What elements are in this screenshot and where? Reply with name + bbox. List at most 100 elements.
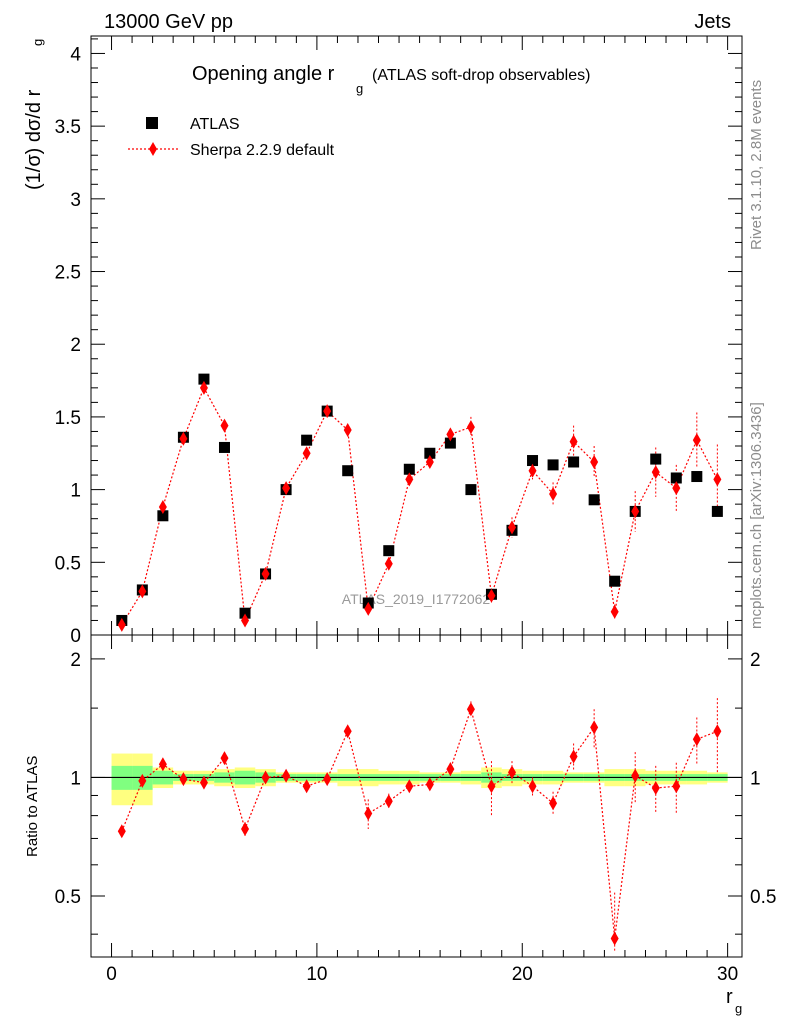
atlas-point: [547, 459, 559, 471]
sherpa-point: [425, 454, 434, 469]
main-panel: ATLAS_2019_I1772062 0 0.5 1 1.5 2 2.5 3 3.5 4 Op…: [23, 35, 743, 647]
sherpa-point: [405, 472, 414, 487]
main-plot-frame: [90, 35, 743, 636]
xtick-label: 20: [512, 964, 533, 985]
ratio-ytick-label: 2: [70, 650, 81, 671]
ratio-point: [364, 806, 373, 821]
main-ytick-label: 0.5: [55, 553, 81, 574]
sherpa-point: [610, 604, 619, 619]
process-label: Jets: [694, 11, 731, 33]
main-ytick-label: 3: [70, 190, 81, 211]
ratio-point: [487, 779, 496, 794]
main-ytick-label: 0: [70, 626, 81, 647]
atlas-point: [198, 373, 210, 385]
xlabel-subscript: g: [735, 1001, 742, 1016]
ratio-ytick-label: 1: [70, 768, 81, 789]
ratio-point: [138, 773, 147, 788]
atlas-point: [650, 453, 662, 465]
atlas-point: [670, 472, 682, 484]
main-ylabel-text: (1/σ) dσ/d r: [23, 89, 45, 190]
atlas-point: [424, 447, 436, 459]
ratio-point: [343, 724, 352, 739]
sherpa-point: [261, 566, 270, 581]
sherpa-point: [323, 404, 332, 419]
ratio-point: [323, 772, 332, 787]
sherpa-point: [138, 584, 147, 599]
ratio-point: [220, 751, 229, 766]
atlas-point: [609, 575, 621, 587]
ratio-point: [631, 768, 640, 783]
xtick-label: 0: [106, 964, 117, 985]
main-ytick-label: 2.5: [55, 263, 81, 284]
ratio-point: [590, 720, 599, 735]
ratio-ylabel: Ratio to ATLAS: [24, 756, 41, 857]
sherpa-point: [364, 601, 373, 616]
atlas-point: [157, 510, 169, 522]
analysis-watermark: ATLAS_2019_I1772062: [342, 591, 491, 607]
ratio-ytick-label-right: 1: [750, 768, 761, 789]
atlas-point: [342, 465, 354, 477]
atlas-point: [527, 455, 539, 467]
ratio-point: [261, 770, 270, 785]
sherpa-point: [158, 500, 167, 515]
sherpa-point: [528, 463, 537, 478]
atlas-point: [691, 471, 703, 483]
sherpa-point: [569, 434, 578, 449]
atlas-point: [465, 484, 477, 496]
ratio-line: [121, 707, 718, 939]
sherpa-point: [590, 454, 599, 469]
sherpa-point: [241, 613, 250, 628]
rivet-version-label: Rivet 3.1.10, 2.8M events: [748, 80, 765, 250]
xtick-label: 30: [717, 964, 738, 985]
ratio-point: [713, 724, 722, 739]
ratio-point: [199, 775, 208, 790]
plot-subtitle: (ATLAS soft-drop observables): [372, 67, 590, 84]
sherpa-point: [117, 617, 126, 632]
sherpa-point: [302, 446, 311, 461]
plot-title: Opening angle r: [192, 63, 335, 85]
main-ytick-label: 1.5: [55, 408, 81, 429]
legend-label-sherpa: Sherpa 2.2.9 default: [190, 142, 335, 159]
sherpa-point: [384, 556, 393, 571]
ratio-point: [549, 796, 558, 811]
sherpa-point: [507, 520, 516, 535]
ratio-plot-frame: [90, 634, 743, 958]
atlas-point: [568, 456, 580, 468]
plot-title-subscript: g: [356, 81, 363, 96]
atlas-point: [383, 545, 395, 557]
sherpa-point: [343, 423, 352, 438]
sherpa-point: [631, 504, 640, 519]
ratio-point: [384, 794, 393, 809]
sherpa-point: [282, 481, 291, 496]
ratio-point: [446, 762, 455, 777]
mcplots-label: mcplots.cern.ch [arXiv:1306.3436]: [748, 402, 765, 629]
ratio-point: [425, 777, 434, 792]
atlas-point: [239, 607, 251, 619]
ratio-point: [466, 702, 475, 717]
ratio-ytick-label-right: 2: [750, 650, 761, 671]
main-ytick-label: 1: [70, 481, 81, 502]
atlas-point: [301, 434, 313, 446]
main-ylabel-subscript: g: [30, 39, 45, 46]
ratio-point: [117, 824, 126, 839]
legend: ATLAS Sherpa 2.2.9 default: [128, 116, 335, 159]
sherpa-point: [692, 433, 701, 448]
ratio-ytick-label-right: 0.5: [750, 887, 776, 908]
ratio-point: [405, 779, 414, 794]
ratio-panel: 0 10 20 30 0.5 0.5 1 1 2 2 Ratio to ATLAS: [24, 634, 776, 985]
main-ytick-label: 3.5: [55, 117, 81, 138]
collision-label: 13000 GeV pp: [104, 11, 233, 33]
main-ytick-label: 4: [70, 44, 81, 65]
atlas-point: [588, 494, 600, 506]
ratio-point: [528, 779, 537, 794]
ratio-point: [179, 772, 188, 787]
sherpa-point: [199, 380, 208, 395]
xtick-label: 10: [306, 964, 327, 985]
atlas-point: [444, 437, 456, 449]
atlas-point: [403, 463, 415, 475]
sherpa-point: [672, 481, 681, 496]
sherpa-point: [713, 472, 722, 487]
sherpa-point: [487, 588, 496, 603]
ratio-point: [241, 821, 250, 836]
legend-label-atlas: ATLAS: [190, 116, 240, 133]
